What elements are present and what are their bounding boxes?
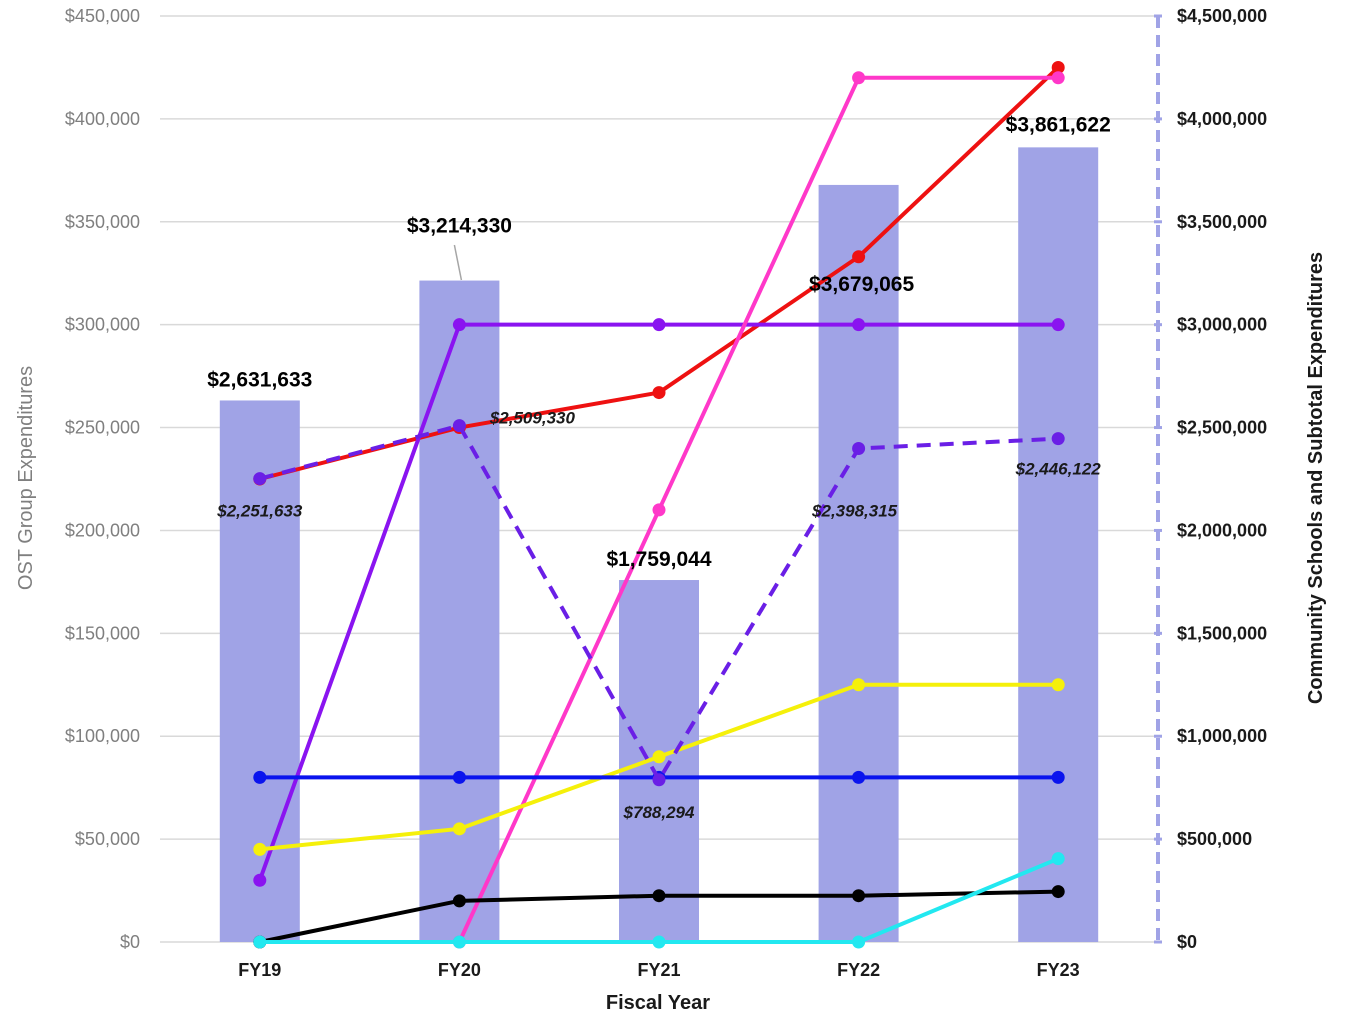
series-4-point xyxy=(852,678,866,692)
subtotal-line xyxy=(259,423,1059,782)
lines xyxy=(253,60,1065,949)
series-6-point xyxy=(652,889,666,903)
bar-value-label: $3,679,065 xyxy=(809,273,914,296)
series-1-point xyxy=(852,250,866,264)
subtotal-value-label: $2,446,122 xyxy=(1015,460,1102,479)
leader-line xyxy=(453,244,463,281)
bars xyxy=(219,147,1099,943)
series-1-point xyxy=(652,386,666,400)
left-tick-label: $400,000 xyxy=(65,109,140,129)
bar-fy20 xyxy=(419,280,500,942)
subtotal-value-label: $2,398,315 xyxy=(811,501,898,520)
gridlines xyxy=(160,15,1158,943)
left-tick-label: $50,000 xyxy=(75,829,140,849)
left-tick-label: $100,000 xyxy=(65,726,140,746)
series-4-point xyxy=(452,822,466,836)
series-7-point xyxy=(852,935,866,949)
right-tick-label: $3,000,000 xyxy=(1177,315,1267,335)
series-1-point xyxy=(1051,60,1065,74)
right-tick-label: $1,500,000 xyxy=(1177,623,1267,643)
right-axis-title: Community Schools and Subtotal Expenditu… xyxy=(1305,252,1327,704)
right-tick-label: $0 xyxy=(1177,932,1197,952)
x-axis-title: Fiscal Year xyxy=(606,992,710,1014)
series-2-point xyxy=(452,318,466,332)
right-tick-label: $2,500,000 xyxy=(1177,418,1267,438)
series-5-point xyxy=(1051,770,1065,784)
series-4-point xyxy=(253,842,267,856)
right-tick-label: $4,000,000 xyxy=(1177,109,1267,129)
subtotal-value-label: $788,294 xyxy=(623,803,695,822)
x-tick-label: FY20 xyxy=(438,960,481,980)
x-tick-label: FY23 xyxy=(1037,960,1080,980)
series-4-point xyxy=(1051,678,1065,692)
x-tick-label: FY19 xyxy=(238,960,281,980)
subtotal-point xyxy=(253,472,267,486)
left-tick-label: $200,000 xyxy=(65,520,140,540)
bar-value-label: $1,759,044 xyxy=(606,548,711,571)
left-axis-title: OST Group Expenditures xyxy=(15,366,37,590)
series-5-point xyxy=(452,770,466,784)
x-tick-label: FY21 xyxy=(637,960,680,980)
right-tick-label: $1,000,000 xyxy=(1177,726,1267,746)
series-6-point xyxy=(852,889,866,903)
axes: $0 $50,000 $100,000 $150,000 $200,000 $250,00… xyxy=(65,6,1267,980)
bar-fy22 xyxy=(818,184,899,942)
data-labels: $2,631,633 $3,214,330 $1,759,044 $3,679,065… xyxy=(207,113,1111,821)
right-tick-label: $3,500,000 xyxy=(1177,212,1267,232)
series-3-point xyxy=(1051,71,1065,85)
left-tick-label: $350,000 xyxy=(65,212,140,232)
left-tick-label: $150,000 xyxy=(65,623,140,643)
series-2-point xyxy=(652,318,666,332)
left-tick-label: $300,000 xyxy=(65,315,140,335)
subtotal-point xyxy=(852,441,866,455)
series-7-point xyxy=(452,935,466,949)
left-tick-label: $0 xyxy=(120,932,140,952)
series-2-point xyxy=(852,318,866,332)
subtotal-point xyxy=(1051,432,1065,446)
series-1-line xyxy=(259,65,1060,481)
subtotal-value-label: $2,251,633 xyxy=(216,502,303,521)
series-2-point xyxy=(1051,318,1065,332)
series-2-point xyxy=(253,873,267,887)
series-3-point xyxy=(852,71,866,85)
bar-value-label: $3,861,622 xyxy=(1006,113,1111,136)
left-tick-label: $450,000 xyxy=(65,6,140,26)
right-tick-label: $4,500,000 xyxy=(1177,6,1267,26)
series-5-point xyxy=(253,770,267,784)
bar-value-label: $2,631,633 xyxy=(207,368,312,391)
subtotal-point xyxy=(452,419,466,433)
subtotal-value-label: $2,509,330 xyxy=(489,409,576,428)
right-tick-label: $2,000,000 xyxy=(1177,520,1267,540)
series-7-point xyxy=(1051,852,1065,866)
subtotal-point xyxy=(652,773,666,787)
series-5-point xyxy=(852,770,866,784)
series-6-point xyxy=(1051,885,1065,899)
left-tick-label: $250,000 xyxy=(65,418,140,438)
series-3-point xyxy=(652,503,666,517)
series-4-point xyxy=(652,750,666,764)
bar-value-label: $3,214,330 xyxy=(407,215,512,238)
series-7-point xyxy=(652,935,666,949)
x-tick-label: FY22 xyxy=(837,960,880,980)
series-7-point xyxy=(253,935,267,949)
right-tick-label: $500,000 xyxy=(1177,829,1252,849)
series-6-point xyxy=(452,894,466,908)
bar-fy23 xyxy=(1018,147,1099,942)
